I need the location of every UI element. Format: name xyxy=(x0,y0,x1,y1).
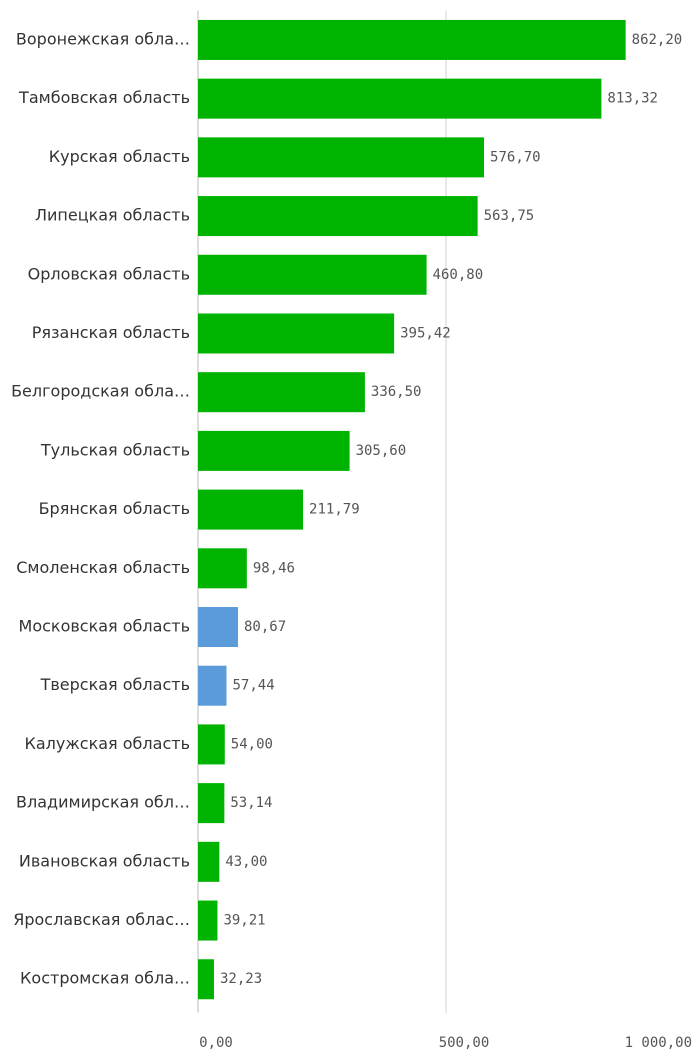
value-label: 43,00 xyxy=(225,854,267,870)
value-label: 576,70 xyxy=(490,149,541,165)
value-label: 862,20 xyxy=(632,32,683,48)
value-label: 336,50 xyxy=(371,384,422,400)
value-label: 460,80 xyxy=(433,267,484,283)
x-tick-label: 1 000,00 xyxy=(625,1035,692,1051)
y-tick-label: Тверская область xyxy=(40,675,190,694)
bar xyxy=(198,665,227,706)
value-label: 211,79 xyxy=(309,502,360,518)
bar xyxy=(198,430,350,471)
bar xyxy=(198,607,239,648)
y-tick-label: Калужская область xyxy=(25,734,190,753)
value-label: 395,42 xyxy=(400,325,451,341)
bar xyxy=(198,137,485,178)
y-tick-label: Тульская область xyxy=(40,440,190,459)
y-tick-label: Ярославская облас… xyxy=(13,910,190,929)
bar xyxy=(198,78,602,119)
bar xyxy=(198,372,365,413)
y-tick-label: Белгородская обла… xyxy=(11,382,190,401)
bar xyxy=(198,724,225,765)
bar xyxy=(198,548,247,589)
value-label: 80,67 xyxy=(244,619,286,635)
y-tick-label: Ивановская область xyxy=(19,851,190,870)
x-tick-label: 500,00 xyxy=(439,1035,490,1051)
bar xyxy=(198,900,218,941)
value-label: 32,23 xyxy=(220,971,262,987)
value-label: 98,46 xyxy=(253,560,295,576)
y-tick-label: Воронежская обла… xyxy=(16,29,190,48)
value-label: 54,00 xyxy=(231,736,273,752)
y-tick-label: Рязанская область xyxy=(32,323,190,342)
bar xyxy=(198,783,225,824)
y-tick-label: Владимирская обл… xyxy=(16,793,190,812)
y-tick-label: Тамбовская область xyxy=(18,88,190,107)
bar xyxy=(198,489,304,530)
bar xyxy=(198,841,220,882)
y-tick-label: Курская область xyxy=(49,147,190,166)
bar xyxy=(198,959,214,1000)
bar xyxy=(198,19,626,60)
x-tick-label: 0,00 xyxy=(199,1035,233,1051)
value-label: 563,75 xyxy=(484,208,535,224)
value-label: 53,14 xyxy=(230,795,272,811)
y-tick-label: Брянская область xyxy=(39,499,190,518)
bar xyxy=(198,254,427,295)
y-tick-label: Липецкая область xyxy=(35,206,190,225)
value-label: 57,44 xyxy=(232,678,274,694)
value-label: 813,32 xyxy=(607,91,658,107)
y-tick-label: Орловская область xyxy=(28,264,190,283)
bar xyxy=(198,313,395,354)
y-tick-label: Костромская обла… xyxy=(20,969,190,988)
value-label: 39,21 xyxy=(223,913,265,929)
bar xyxy=(198,196,478,237)
y-tick-label: Московская область xyxy=(19,617,190,636)
y-tick-label: Смоленская область xyxy=(16,558,190,577)
value-label: 305,60 xyxy=(356,443,407,459)
